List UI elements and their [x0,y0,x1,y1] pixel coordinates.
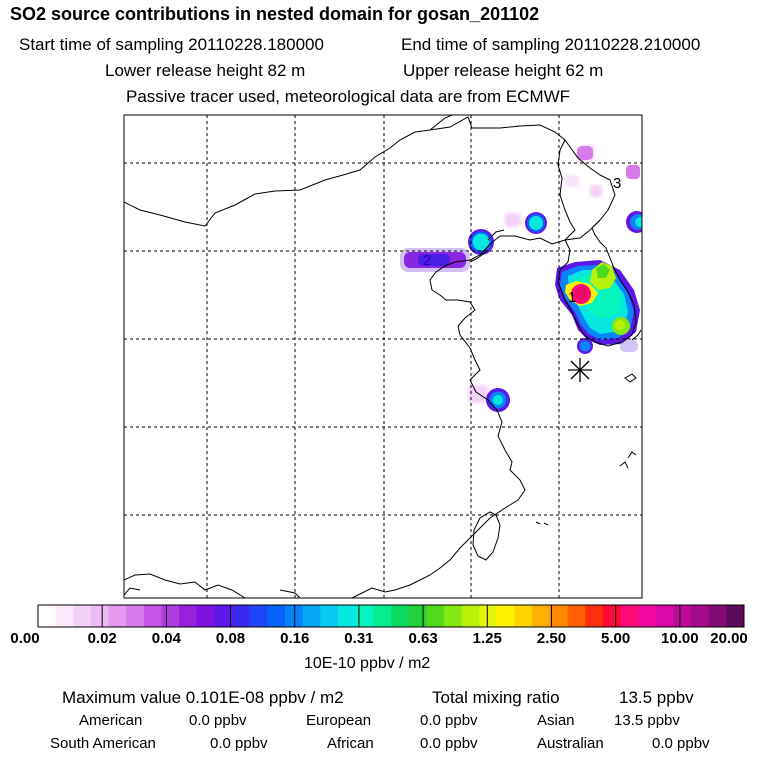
australian-value: 0.0 ppbv [652,735,710,752]
colorbar-swatch [302,605,321,627]
colorbar-swatch [249,605,268,627]
colorbar-swatch [443,605,462,627]
colorbar-label: 5.00 [601,630,631,647]
colorbar-frame [37,604,745,628]
colorbar-label: 0.00 [10,630,40,647]
map-title: SO2 source contributions in nested domai… [10,4,540,24]
plume-layer [400,145,642,412]
colorbar-swatch [232,605,251,627]
colorbar-label: 10.00 [661,630,699,647]
marker-3: 3 [613,175,621,192]
plume-shanghai [486,388,510,412]
station-star-icon [568,358,592,382]
colorbar-swatch [673,605,692,627]
african-label: African [327,735,374,752]
colorbar-label: 0.31 [344,630,374,647]
colorbar-swatch [726,605,745,627]
south-american-label: South American [50,735,156,752]
plume-east-edge [626,211,642,233]
end-time-label: End time of sampling 20110228.210000 [401,35,701,54]
plume-spot-northeast [626,165,640,179]
total-mixing-label: Total mixing ratio [432,688,560,707]
colorbar-swatch [126,605,145,627]
australian-label: Australian [537,735,604,752]
colorbar-label: 0.02 [87,630,117,647]
american-value: 0.0 ppbv [189,712,247,729]
american-label: American [79,712,143,729]
colorbar-swatch [55,605,74,627]
colorbar-swatch [496,605,515,627]
passive-tracer-label: Passive tracer used, meteorological data… [126,87,571,106]
colorbar-swatch [691,605,709,627]
marker-2: 2 [423,252,431,269]
african-value: 0.0 ppbv [420,735,478,752]
colorbar [37,604,745,628]
colorbar-swatch [567,605,586,627]
colorbar-swatch [108,605,127,627]
colorbar-swatch [426,605,445,627]
colorbar-swatch [179,605,198,627]
colorbar-swatch [373,605,392,627]
colorbar-swatch [267,605,286,627]
colorbar-swatch [532,605,551,627]
colorbar-swatch [38,605,56,627]
colorbar-swatch [461,605,480,627]
colorbar-swatch [391,605,409,627]
coastlines [124,115,642,598]
colorbar-label: 20.00 [710,630,748,647]
colorbar-swatch [90,605,109,627]
colorbar-swatch [143,605,162,627]
colorbar-label: 0.08 [215,630,246,647]
colorbar-swatch [655,605,674,627]
colorbar-swatch [708,605,727,627]
asian-label: Asian [537,712,575,729]
european-label: European [306,712,372,729]
plume-spot-north [577,146,593,160]
total-mixing-value: 13.5 ppbv [619,688,694,707]
colorbar-label: 0.16 [280,630,310,647]
south-american-value: 0.0 ppbv [210,735,268,752]
plume-dalian [468,229,494,255]
colorbar-label: 1.25 [472,630,502,647]
asian-value: 13.5 ppbv [614,712,680,729]
colorbar-label: 2.50 [536,630,567,647]
colorbar-unit: 10E-10 ppbv / m2 [304,655,431,672]
plume-northeast [525,212,547,234]
colorbar-swatch [196,605,215,627]
colorbar-swatch [355,605,374,627]
colorbar-swatch [638,605,657,627]
max-value-label: Maximum value 0.101E-08 ppbv / m2 [62,688,344,707]
colorbar-swatch [214,605,233,627]
colorbar-swatch [479,605,498,627]
colorbar-swatch [602,605,621,627]
colorbar-swatch [408,605,427,627]
colorbar-swatch [620,605,639,627]
colorbar-label: 0.04 [151,630,181,647]
plume-korea-south [577,338,638,354]
colorbar-swatch [514,605,533,627]
colorbar-swatch [161,605,180,627]
colorbar-swatch [320,605,339,627]
colorbar-swatch [549,605,568,627]
european-value: 0.0 ppbv [420,712,478,729]
colorbar-swatch [73,605,92,627]
marker-1: 1 [568,289,576,306]
colorbar-swatch [285,605,304,627]
colorbar-label: 0.63 [408,630,438,647]
plume-korea [555,260,640,345]
colorbar-swatch [338,605,356,627]
gridlines [124,115,642,598]
plume-beijing [400,248,470,272]
upper-release-height-label: Upper release height 62 m [403,61,604,80]
lower-release-height-label: Lower release height 82 m [105,61,306,80]
colorbar-swatch [585,605,604,627]
start-time-label: Start time of sampling 20110228.180000 [19,35,324,54]
map-frame [123,114,643,599]
